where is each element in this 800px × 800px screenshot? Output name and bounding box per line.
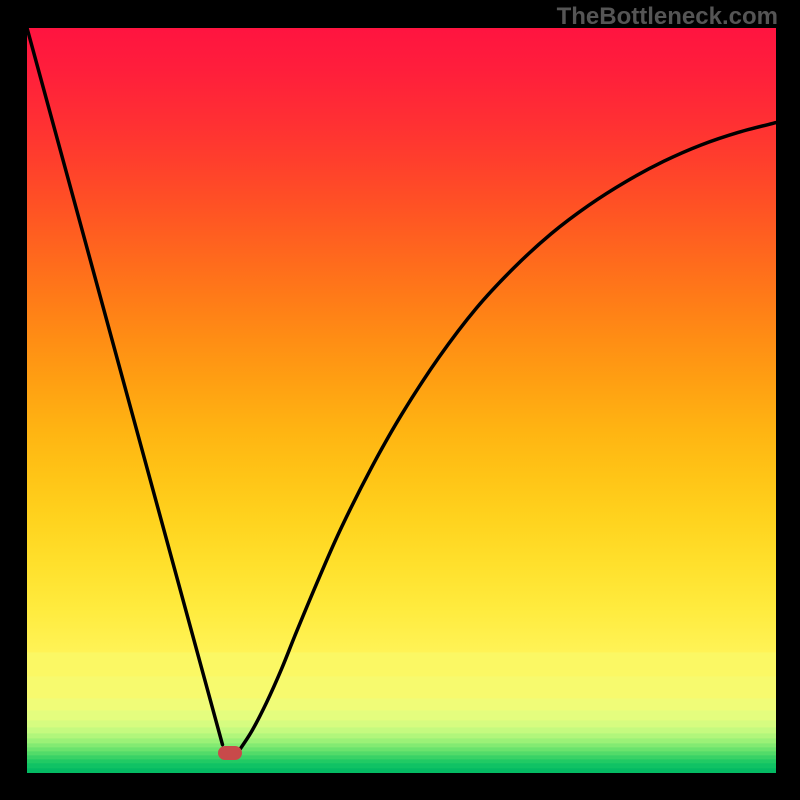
chart-frame: TheBottleneck.com (0, 0, 800, 800)
sweet-spot-marker (218, 746, 242, 760)
plot-area (27, 28, 776, 773)
gradient-background (27, 28, 776, 773)
watermark-label: TheBottleneck.com (557, 3, 778, 31)
